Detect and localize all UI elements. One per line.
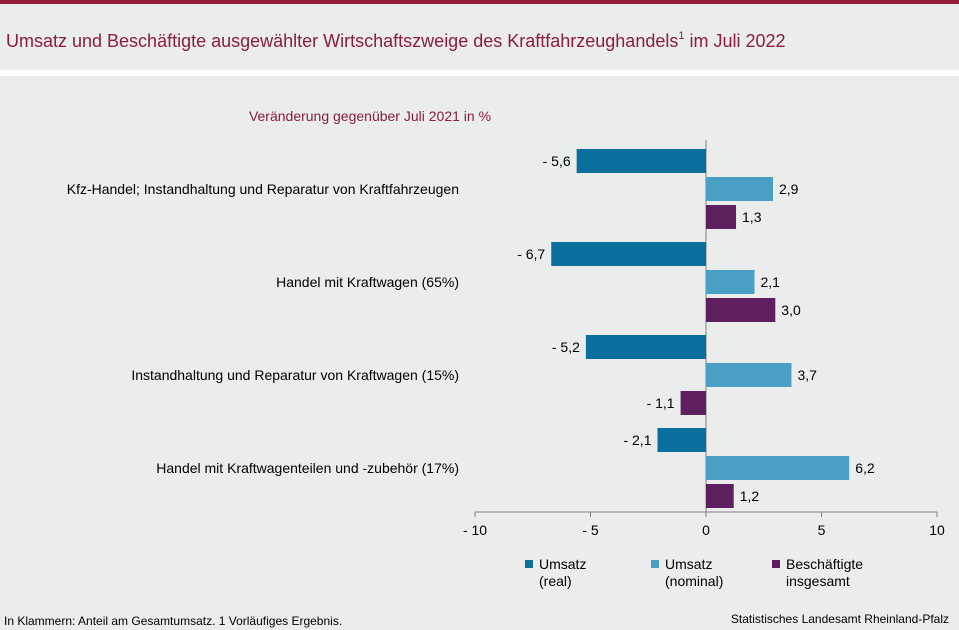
legend-label: Umsatz bbox=[539, 556, 586, 572]
title-divider bbox=[0, 70, 959, 76]
chart-title: Umsatz und Beschäftigte ausgewählter Wir… bbox=[6, 30, 786, 51]
legend-swatch bbox=[651, 560, 659, 568]
x-tick-label: - 5 bbox=[582, 522, 599, 538]
legend-label: Umsatz bbox=[665, 556, 712, 572]
bar-umsatz-nominal bbox=[706, 456, 850, 480]
legend-label: Beschäftigte bbox=[786, 556, 863, 572]
x-tick-label: - 10 bbox=[463, 522, 487, 538]
bar-besch-ftigte-insgesamt bbox=[706, 298, 776, 322]
source-label: Statistisches Landesamt Rheinland-Pfalz bbox=[730, 612, 949, 626]
data-label: - 2,1 bbox=[623, 432, 651, 448]
x-tick-label: 5 bbox=[818, 522, 826, 538]
bar-umsatz-nominal bbox=[706, 270, 755, 294]
bar-umsatz-real bbox=[585, 335, 706, 359]
legend-label: insgesamt bbox=[786, 573, 850, 589]
legend-swatch bbox=[525, 560, 533, 568]
data-label: - 6,7 bbox=[517, 246, 545, 262]
bar-umsatz-nominal bbox=[706, 363, 792, 387]
bar-besch-ftigte-insgesamt bbox=[680, 391, 706, 415]
data-label: 6,2 bbox=[855, 460, 875, 476]
legend-label: (nominal) bbox=[665, 573, 723, 589]
data-label: 3,0 bbox=[781, 302, 801, 318]
data-label: 2,9 bbox=[779, 181, 799, 197]
data-label: 1,3 bbox=[742, 209, 762, 225]
bar-umsatz-real bbox=[657, 428, 706, 452]
footnote: In Klammern: Anteil am Gesamtumsatz. 1 V… bbox=[4, 614, 343, 628]
chart-area bbox=[0, 76, 959, 630]
data-label: - 1,1 bbox=[647, 395, 675, 411]
bar-umsatz-real bbox=[551, 242, 706, 266]
x-tick-label: 10 bbox=[929, 522, 945, 538]
bar-umsatz-nominal bbox=[706, 177, 773, 201]
data-label: 2,1 bbox=[761, 274, 781, 290]
bar-besch-ftigte-insgesamt bbox=[706, 205, 737, 229]
data-label: 3,7 bbox=[797, 367, 817, 383]
top-accent-rule bbox=[0, 0, 959, 4]
legend-label: (real) bbox=[539, 573, 572, 589]
bar-umsatz-real bbox=[576, 149, 706, 173]
chart-subtitle: Veränderung gegenüber Juli 2021 in % bbox=[249, 108, 491, 124]
legend-swatch bbox=[772, 560, 780, 568]
data-label: - 5,2 bbox=[552, 339, 580, 355]
data-label: - 5,6 bbox=[543, 153, 571, 169]
category-label: Handel mit Kraftwagenteilen und -zubehör… bbox=[156, 460, 459, 476]
category-label: Kfz-Handel; Instandhaltung und Reparatur… bbox=[67, 181, 459, 197]
category-label: Instandhaltung und Reparatur von Kraftwa… bbox=[131, 367, 459, 383]
title-bar: Umsatz und Beschäftigte ausgewählter Wir… bbox=[0, 4, 959, 70]
category-label: Handel mit Kraftwagen (65%) bbox=[276, 274, 459, 290]
data-label: 1,2 bbox=[740, 488, 760, 504]
bar-besch-ftigte-insgesamt bbox=[706, 484, 734, 508]
x-tick-label: 0 bbox=[702, 522, 710, 538]
